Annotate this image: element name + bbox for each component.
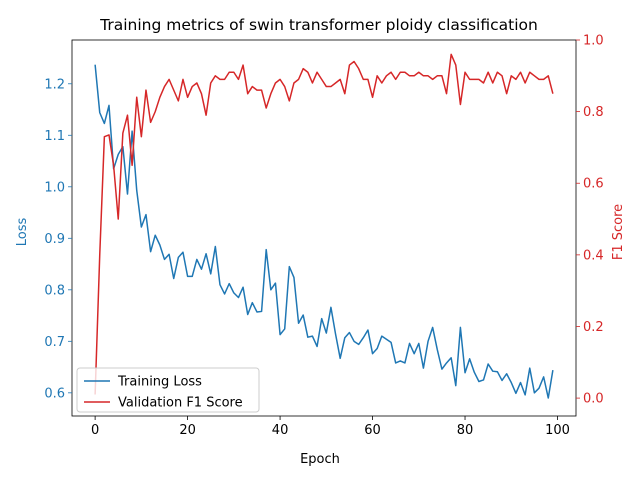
training-loss-line xyxy=(94,64,554,399)
legend-label: Validation F1 Score xyxy=(118,396,243,411)
y-right-tick-label: 1.0 xyxy=(583,34,604,49)
chart-title: Training metrics of swin transformer plo… xyxy=(99,16,538,34)
y-left-tick-label: 1.0 xyxy=(44,180,65,195)
y-axis-label-right: F1 Score xyxy=(611,204,626,260)
y-left-tick-label: 0.7 xyxy=(44,335,65,350)
y-left-tick-label: 0.9 xyxy=(44,232,65,247)
x-tick-label: 100 xyxy=(545,423,570,438)
y-left-tick-label: 1.1 xyxy=(44,129,65,144)
y-right-tick-label: 0.0 xyxy=(583,392,604,407)
x-tick-label: 40 xyxy=(272,423,289,438)
y-left-tick-label: 1.2 xyxy=(44,77,65,92)
y-right-tick-label: 0.6 xyxy=(583,177,604,192)
y-axis-label-left: Loss xyxy=(15,218,30,247)
x-axis-label: Epoch xyxy=(300,452,340,467)
x-tick-label: 20 xyxy=(179,423,196,438)
y-right-tick-label: 0.2 xyxy=(583,320,604,335)
legend-label: Training Loss xyxy=(117,375,202,390)
x-tick-label: 0 xyxy=(91,423,99,438)
x-tick-label: 80 xyxy=(457,423,474,438)
y-left-tick-label: 0.8 xyxy=(44,283,65,298)
y-left-tick-label: 0.6 xyxy=(44,386,65,401)
x-tick-label: 60 xyxy=(364,423,381,438)
plot-area: 0 20 40 60 80 100 0.6 0.7 0.8 0.9 1.0 1.1 1.2 0.0 0.2 0… xyxy=(44,34,603,439)
plot-frame xyxy=(71,39,577,417)
legend-box xyxy=(76,367,260,413)
y-right-tick-label: 0.8 xyxy=(583,105,604,120)
legend: Training Loss Validation F1 Score xyxy=(76,367,260,413)
validation-f1-line xyxy=(94,53,554,395)
y-right-tick-label: 0.4 xyxy=(583,248,604,263)
